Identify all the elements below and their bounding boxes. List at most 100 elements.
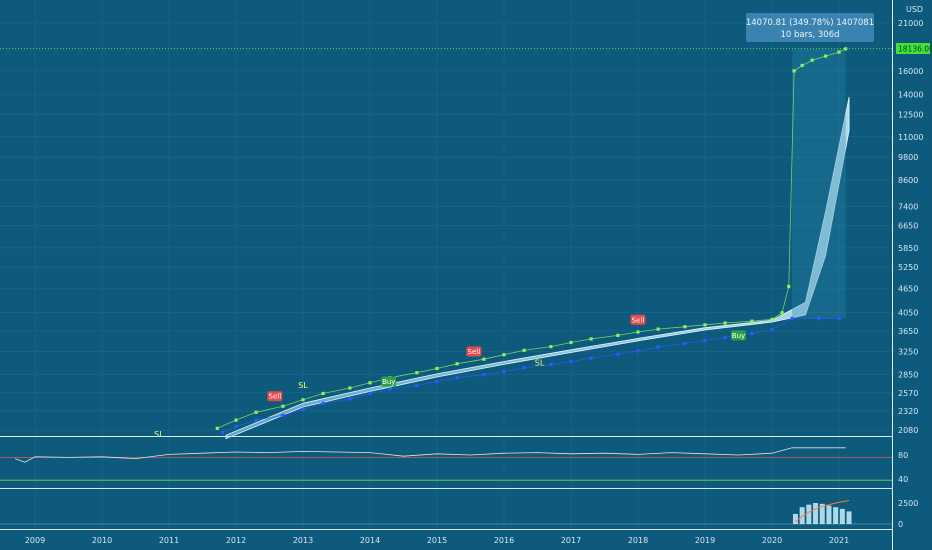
- series-0-point: [636, 330, 640, 334]
- series-1-point: [522, 366, 526, 370]
- price-panel: [0, 0, 892, 436]
- volume-bar: [826, 505, 832, 524]
- trade-signals: Sell SL Buy Sell SL Sell Buy SL: [154, 314, 746, 439]
- volume-bar: [813, 503, 819, 524]
- signal-badge: [630, 314, 646, 325]
- price-tick-label: 9800: [898, 153, 918, 162]
- price-tick-label: 21000: [898, 19, 923, 28]
- price-tick-label: 5250: [898, 263, 918, 272]
- oscillator-tick-label: 40: [898, 475, 908, 484]
- series-0-point: [348, 386, 352, 390]
- signal-badge: [381, 376, 397, 387]
- series-1-point: [817, 316, 821, 321]
- signal-badge: [267, 391, 283, 402]
- time-tick-label: 2013: [293, 536, 313, 545]
- price-tick-label: 5850: [898, 244, 918, 253]
- price-tick-label: 3650: [898, 327, 918, 336]
- series-1-point: [837, 316, 841, 321]
- series-0-point: [770, 317, 774, 321]
- price-tick-label: 6650: [898, 221, 918, 230]
- series-1-point: [455, 376, 459, 380]
- price-tick-label: 8600: [898, 176, 918, 185]
- volume-bar: [806, 504, 812, 524]
- series-0-point: [455, 362, 459, 366]
- ribbon-band: [225, 96, 850, 440]
- series-1-point: [388, 387, 392, 391]
- oscillator-line: [14, 447, 846, 463]
- grid: [0, 0, 892, 529]
- series-0-point: [482, 357, 486, 361]
- volume-tick-label: 2500: [898, 499, 918, 508]
- series-0-point: [750, 319, 754, 323]
- time-tick-label: 2010: [92, 536, 112, 545]
- price-tick-label: 14000: [898, 90, 923, 99]
- series-1-point: [569, 359, 573, 364]
- signal-label: Sell: [269, 393, 282, 401]
- series-0-point: [703, 323, 707, 327]
- series-0-point: [301, 398, 305, 402]
- time-tick-label: 2017: [561, 536, 581, 545]
- series-1-point: [683, 341, 687, 346]
- series-1-point: [435, 379, 439, 384]
- series-1-point: [656, 345, 660, 349]
- series-1-point: [750, 331, 754, 336]
- series-0-point: [800, 63, 804, 68]
- series-1-point: [321, 401, 325, 405]
- volume-bar: [819, 503, 825, 524]
- time-tick-label: 2021: [829, 536, 849, 545]
- series-1-point: [415, 383, 419, 387]
- price-axis[interactable]: 2080 2320 2570 2850 3250 3650 4050 4650 5250 5850…: [898, 19, 923, 529]
- time-tick-label: 2018: [628, 536, 648, 545]
- series-1-point: [281, 413, 285, 417]
- series-0-point: [502, 353, 506, 357]
- current-price-label: 18136.00: [898, 45, 932, 54]
- series-1-point: [723, 335, 727, 339]
- series-1-point: [636, 349, 640, 353]
- price-tick-label: 3250: [898, 347, 918, 356]
- series-0-point: [549, 345, 553, 349]
- volume-bar: [839, 508, 845, 524]
- signal-label: SL: [154, 430, 164, 439]
- series-line-0: [217, 48, 846, 429]
- series-0-point: [435, 366, 439, 371]
- series-0-point: [321, 391, 325, 396]
- volume-series: [0, 500, 892, 525]
- time-axis[interactable]: 2009 2010 2011 2012 2013 2014 2015 2016 2017 2018…: [25, 536, 849, 545]
- series-1-point: [221, 430, 225, 435]
- volume-bar: [833, 507, 839, 524]
- time-tick-label: 2011: [159, 536, 179, 545]
- signal-label: SL: [535, 359, 545, 368]
- time-tick-label: 2009: [25, 536, 45, 545]
- series-0-point: [683, 325, 687, 329]
- signal-label: Buy: [382, 378, 395, 386]
- signal-label: Sell: [468, 348, 481, 356]
- volume-ma-line: [795, 500, 850, 522]
- series-1-point: [234, 425, 238, 429]
- series-0-point: [281, 404, 285, 408]
- projection-zone: [792, 48, 846, 319]
- series-1-point: [703, 338, 707, 343]
- current-price-badge: [896, 43, 930, 54]
- signal-label: Buy: [732, 332, 745, 340]
- measure-line-2: 10 bars, 306d: [780, 30, 839, 40]
- series-0-point: [415, 371, 419, 375]
- series-1-point: [348, 397, 352, 401]
- oscillator-series: [0, 447, 892, 481]
- volume-bar: [792, 513, 798, 524]
- price-tick-label: 16000: [898, 67, 923, 76]
- series-0-point: [810, 58, 814, 62]
- series-0-point: [723, 321, 727, 325]
- series-1-point: [589, 356, 593, 360]
- series-1-point: [502, 369, 506, 374]
- volume-bar: [799, 507, 805, 524]
- series-1-point: [368, 391, 372, 396]
- series-0-point: [616, 333, 620, 338]
- series-1-point: [770, 327, 774, 332]
- price-tick-label: 2320: [898, 407, 918, 416]
- time-tick-label: 2015: [427, 536, 447, 545]
- volume-bar: [846, 511, 852, 524]
- series-0-point: [234, 418, 238, 422]
- series-0-point: [780, 311, 784, 315]
- series-0-point: [837, 50, 841, 54]
- oscillator-tick-label: 80: [898, 451, 908, 460]
